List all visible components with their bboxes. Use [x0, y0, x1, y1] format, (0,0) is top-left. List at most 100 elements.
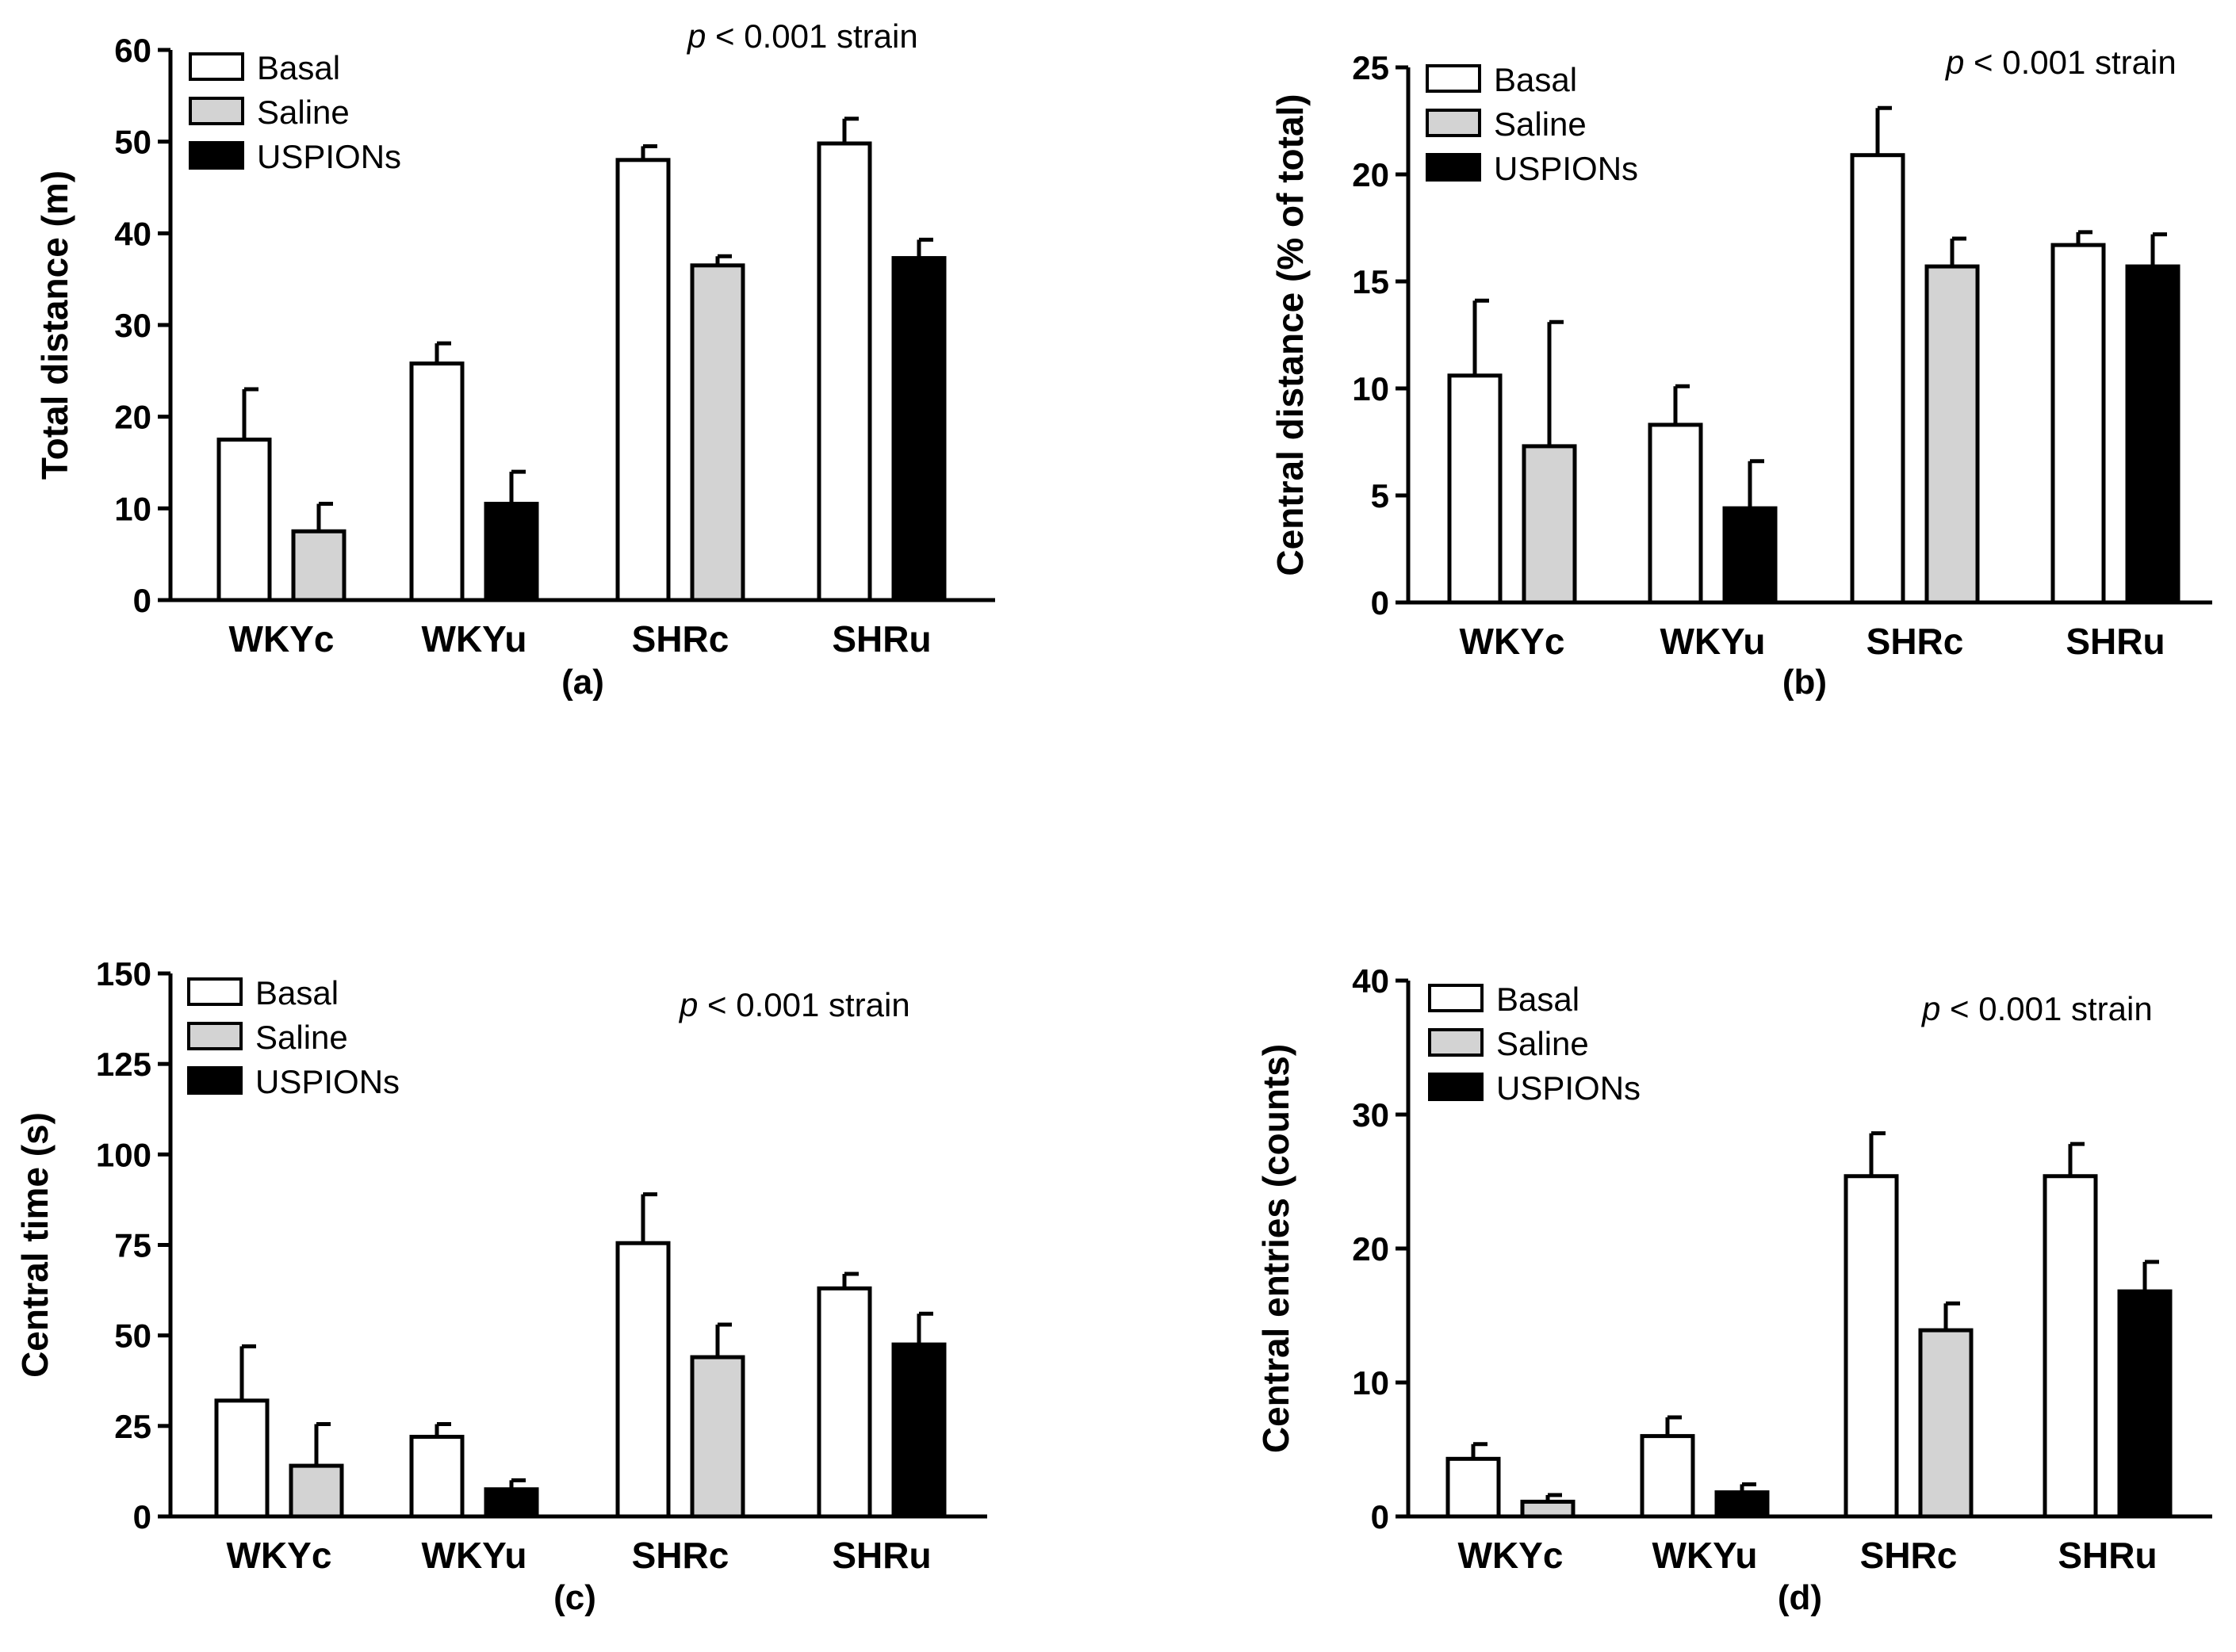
y-axis-title: Central time (s)	[14, 1112, 56, 1378]
y-tick-label: 20	[1352, 156, 1389, 193]
legend-swatch-uspions	[1426, 153, 1481, 182]
panel-label: (b)	[1782, 663, 1827, 702]
p-symbol: p	[1920, 990, 1940, 1027]
legend-label-saline: Saline	[257, 94, 350, 131]
bar-wkyu-uspions	[1722, 506, 1778, 605]
x-category-label: WKYu	[422, 618, 527, 660]
legend-swatch-basal	[1426, 64, 1481, 93]
bar-wkyc-saline	[291, 529, 347, 602]
bar-shrc-basal	[615, 1241, 671, 1519]
y-tick-label: 75	[114, 1227, 151, 1264]
bar-wkyc-saline	[1520, 1499, 1576, 1519]
x-category-label: WKYc	[1460, 621, 1565, 662]
legend-swatch-saline	[1428, 1028, 1484, 1057]
bar-shru-basal	[817, 141, 872, 602]
y-tick-label: 0	[133, 582, 151, 619]
legend-label-uspions: USPIONs	[257, 138, 401, 175]
p-value-text: < 0.001 strain	[1964, 44, 2176, 81]
bar-shrc-basal	[1850, 153, 1905, 605]
chart-panel-c: 0 25 50 75 100 125 150 Central time (s) WKYc WKYu…	[14, 955, 987, 1617]
y-tick-label: 15	[1352, 263, 1389, 300]
y-tick-label: 0	[133, 1498, 151, 1535]
bar-wkyu-basal	[409, 1435, 465, 1519]
bar-wkyu-uspions	[1714, 1490, 1770, 1519]
x-category-label: SHRu	[2058, 1535, 2157, 1576]
bar-shru-uspions	[891, 256, 947, 602]
bar-shrc-basal	[615, 158, 671, 602]
x-category-label: WKYc	[227, 1535, 332, 1576]
legend-swatch-saline	[1426, 109, 1481, 137]
bar-wkyu-basal	[1648, 423, 1703, 605]
p-value-text: < 0.001 strain	[698, 986, 909, 1023]
x-category-label: WKYu	[422, 1535, 527, 1576]
bar-shru-basal	[2050, 243, 2106, 605]
y-tick-label: 20	[1352, 1230, 1389, 1268]
x-category-label: SHRu	[832, 1535, 931, 1576]
chart-panel-d: 0 10 20 30 40 Central entries (counts) WKYc WKY…	[1255, 962, 2212, 1617]
x-category-label: WKYu	[1660, 621, 1766, 662]
chart-panel-a: 0 10 20 30 40 50 60 Total distance (m) WKYc WKYu S…	[34, 17, 995, 702]
y-axis-title: Total distance (m)	[34, 170, 75, 480]
bar-wkyc-basal	[1445, 1456, 1501, 1519]
bar-shru-uspions	[891, 1342, 947, 1519]
legend-label-saline: Saline	[1494, 105, 1587, 143]
p-value-annotation: p < 0.001 strain	[678, 986, 910, 1023]
p-symbol: p	[678, 986, 698, 1023]
p-symbol: p	[686, 17, 706, 55]
bar-wkyc-saline	[1522, 444, 1577, 605]
y-tick-label: 50	[114, 124, 151, 161]
y-axis-title: Central entries (counts)	[1255, 1044, 1296, 1453]
y-tick-label: 10	[1352, 370, 1389, 407]
bar-shru-uspions	[2125, 264, 2180, 605]
x-category-label: SHRu	[832, 618, 931, 660]
x-category-label: WKYu	[1652, 1535, 1758, 1576]
legend-label-basal: Basal	[255, 974, 339, 1011]
bar-shrc-saline	[1924, 264, 1980, 605]
legend-swatch-basal	[189, 52, 244, 81]
x-category-label: SHRc	[1867, 621, 1964, 662]
legend-label-basal: Basal	[1494, 61, 1577, 98]
bar-shrc-saline	[690, 1355, 745, 1519]
p-value-annotation: p < 0.001 strain	[1920, 990, 2153, 1027]
panel-label: (a)	[561, 663, 604, 702]
bar-wkyc-saline	[289, 1463, 344, 1519]
y-axis-title: Central distance (% of total)	[1269, 94, 1311, 576]
legend-swatch-saline	[189, 97, 244, 125]
legend-label-uspions: USPIONs	[255, 1063, 400, 1100]
bar-wkyu-basal	[409, 361, 465, 602]
p-value-annotation: p < 0.001 strain	[686, 17, 918, 55]
x-category-label: WKYc	[229, 618, 335, 660]
legend-label-uspions: USPIONs	[1496, 1069, 1641, 1107]
legend-label-saline: Saline	[1496, 1025, 1589, 1062]
p-value-annotation: p < 0.001 strain	[1944, 44, 2177, 81]
p-value-text: < 0.001 strain	[706, 17, 917, 55]
panel-label: (d)	[1778, 1578, 1822, 1617]
bar-shru-basal	[2043, 1174, 2098, 1519]
bar-wkyu-uspions	[484, 1487, 539, 1519]
bar-shrc-basal	[1844, 1174, 1899, 1519]
legend-swatch-uspions	[187, 1066, 243, 1095]
legend-label-uspions: USPIONs	[1494, 150, 1638, 187]
legend-swatch-saline	[187, 1022, 243, 1050]
legend-label-basal: Basal	[257, 49, 340, 86]
y-tick-label: 10	[1352, 1364, 1389, 1402]
x-category-label: SHRu	[2066, 621, 2165, 662]
p-symbol: p	[1944, 44, 1964, 81]
y-tick-label: 150	[96, 955, 151, 992]
p-value-text: < 0.001 strain	[1940, 990, 2152, 1027]
bar-wkyu-basal	[1640, 1434, 1695, 1519]
y-tick-label: 30	[1352, 1096, 1389, 1134]
legend-swatch-uspions	[1428, 1073, 1484, 1101]
x-category-label: SHRc	[632, 618, 729, 660]
bar-shru-uspions	[2117, 1289, 2173, 1519]
legend-swatch-basal	[187, 977, 243, 1006]
x-category-label: WKYc	[1458, 1535, 1564, 1576]
bar-shrc-saline	[690, 263, 745, 602]
y-tick-label: 60	[114, 32, 151, 69]
y-tick-label: 10	[114, 490, 151, 527]
bar-wkyc-basal	[214, 1398, 270, 1519]
x-category-label: SHRc	[632, 1535, 729, 1576]
y-tick-label: 25	[1352, 49, 1389, 86]
y-tick-label: 100	[96, 1136, 151, 1173]
